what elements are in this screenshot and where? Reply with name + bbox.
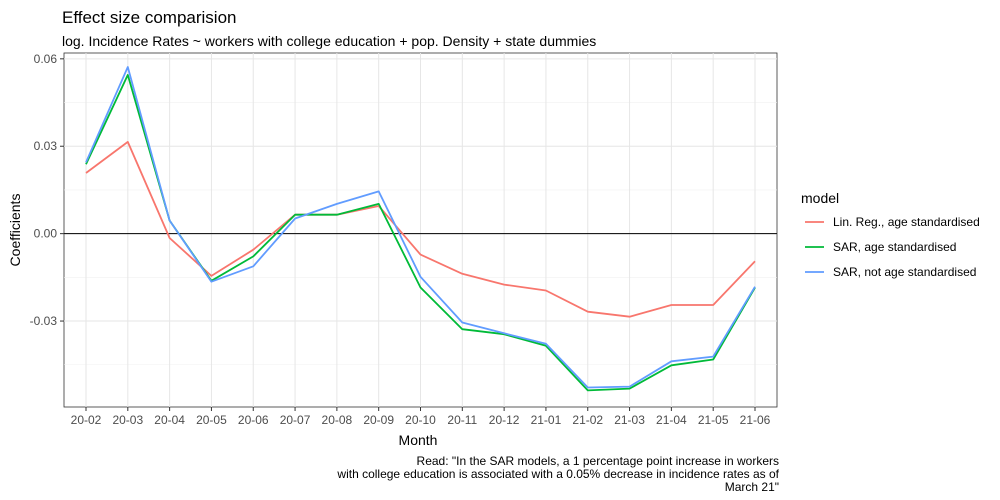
legend-label: Lin. Reg., age standardised — [833, 215, 980, 229]
y-tick-label: 0.06 — [34, 52, 58, 66]
caption-line-3: March 21" — [725, 480, 779, 494]
series-line-1 — [85, 140, 756, 318]
series-line-3 — [85, 66, 756, 389]
x-tick-label: 20-12 — [489, 413, 520, 427]
x-tick-label: 20-02 — [71, 413, 102, 427]
y-axis-ticks: -0.03 0.00 0.03 0.06 — [30, 52, 64, 328]
x-tick-label: 20-07 — [280, 413, 311, 427]
legend-item: SAR, age standardised — [805, 240, 956, 254]
x-tick-label: 21-02 — [572, 413, 603, 427]
legend-label: SAR, age standardised — [833, 240, 956, 254]
chart-title: Effect size comparision — [62, 8, 236, 27]
x-tick-label: 21-06 — [740, 413, 771, 427]
legend-item: SAR, not age standardised — [805, 265, 976, 279]
legend-item: Lin. Reg., age standardised — [805, 215, 980, 229]
legend-label: SAR, not age standardised — [833, 265, 976, 279]
x-tick-label: 20-05 — [196, 413, 227, 427]
y-axis-title: Coefficients — [7, 194, 23, 267]
x-tick-label: 20-06 — [238, 413, 269, 427]
chart-subtitle: log. Incidence Rates ~ workers with coll… — [62, 33, 596, 49]
y-tick-label: 0.00 — [34, 227, 58, 241]
x-tick-label: 21-04 — [656, 413, 687, 427]
x-tick-label: 20-11 — [447, 413, 477, 427]
series-lines — [85, 66, 756, 392]
x-tick-label: 21-05 — [698, 413, 729, 427]
y-tick-label: 0.03 — [34, 139, 58, 153]
legend: model Lin. Reg., age standardised SAR, ag… — [801, 190, 980, 279]
caption-line-1: Read: "In the SAR models, a 1 percentage… — [417, 454, 779, 468]
legend-title: model — [801, 190, 839, 206]
x-tick-label: 20-08 — [322, 413, 353, 427]
x-tick-label: 20-09 — [363, 413, 394, 427]
x-tick-label: 21-01 — [531, 413, 562, 427]
x-axis-ticks: 20-02 20-03 20-04 20-05 20-06 20-07 20-08 20-09… — [71, 407, 771, 427]
y-tick-label: -0.03 — [30, 314, 58, 328]
caption-line-2: with college education is associated wit… — [336, 467, 779, 481]
x-tick-label: 20-10 — [405, 413, 436, 427]
x-tick-label: 21-03 — [614, 413, 645, 427]
x-tick-label: 20-03 — [112, 413, 143, 427]
x-tick-label: 20-04 — [154, 413, 185, 427]
caption: Read: "In the SAR models, a 1 percentage… — [336, 454, 779, 494]
x-axis-title: Month — [399, 432, 438, 448]
